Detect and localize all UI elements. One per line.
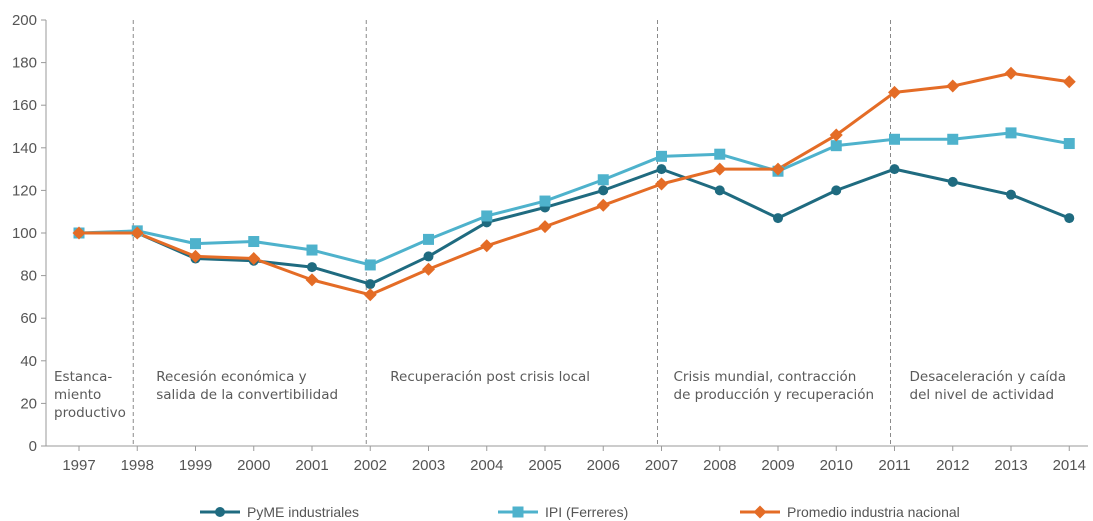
data-point [771,162,785,176]
y-tick-label: 20 [20,395,37,412]
data-point [1006,189,1016,200]
period-label: Recuperación post crisis local [390,369,590,385]
data-point [889,164,900,175]
data-point [247,252,261,266]
data-point [130,226,144,240]
period-label: miento [54,387,101,403]
x-tick-label: 2009 [761,457,794,474]
x-tick-label: 2008 [703,457,736,474]
data-point [830,140,842,152]
data-point [480,239,494,253]
data-point [189,249,202,263]
series-line [79,167,1070,286]
y-tick-label: 180 [12,55,37,72]
data-point [713,162,727,176]
data-point [363,288,377,302]
x-tick-label: 2000 [237,457,270,474]
data-point [656,150,667,162]
data-point [888,85,901,99]
data-point [773,213,783,224]
data-point [423,251,434,262]
data-point [365,279,376,290]
data-point [947,176,958,187]
x-tick-label: 1998 [121,457,154,474]
data-point [539,195,551,207]
data-point [423,233,434,245]
period-label: salida de la convertibilidad [156,387,338,403]
legend-swatch-marker [215,507,225,517]
data-point [72,226,86,240]
y-tick-label: 140 [12,140,37,157]
data-point [1062,75,1076,89]
data-point [422,262,435,276]
y-tick-label: 120 [12,182,37,199]
y-tick-label: 60 [20,310,37,327]
data-point [714,148,726,160]
data-point [889,133,900,145]
y-tick-label: 80 [20,268,37,285]
data-point [596,198,610,212]
data-point [364,259,376,271]
x-tick-label: 2005 [528,457,561,474]
x-tick-label: 2004 [470,457,503,474]
data-point [655,177,668,191]
y-tick-label: 0 [29,438,37,455]
data-point [1064,213,1075,224]
data-point [829,128,843,142]
data-point [248,236,260,248]
period-label: Crisis mundial, contracción [674,369,857,385]
data-point [307,262,317,273]
legend-label: PyME industriales [247,504,359,520]
period-label: del nivel de actividad [910,387,1055,403]
data-point [656,164,667,175]
y-tick-label: 200 [12,12,37,29]
y-tick-label: 160 [12,97,37,114]
data-point [481,210,493,222]
data-point [598,185,609,196]
x-tick-label: 2013 [994,457,1027,474]
y-tick-label: 40 [20,353,37,370]
data-point [1005,127,1017,139]
x-tick-label: 2007 [645,457,678,474]
data-point [947,133,959,145]
x-tick-label: 2012 [936,457,969,474]
data-point [190,238,201,250]
data-point [1063,138,1075,150]
x-tick-label: 2010 [820,457,853,474]
x-tick-label: 2006 [587,457,620,474]
period-label: Estanca- [54,369,112,385]
series-line [79,71,1070,297]
data-point [1004,66,1018,80]
legend-label: Promedio industria nacional [787,504,960,520]
x-tick-label: 1999 [179,457,212,474]
period-label: Recesión económica y [156,369,306,385]
series-line [78,131,1070,267]
period-label: productivo [54,405,126,421]
data-point [714,185,725,196]
x-tick-label: 2014 [1053,457,1086,474]
period-label: Desaceleración y caída [910,369,1066,385]
x-tick-label: 2001 [295,457,328,474]
data-point [831,185,842,196]
x-tick-label: 1997 [62,457,95,474]
x-tick-label: 2003 [412,457,445,474]
data-point [306,244,318,256]
y-tick-label: 100 [12,225,37,242]
data-point [305,273,319,287]
data-point [538,220,552,234]
data-point [946,79,960,93]
period-label: de producción y recuperación [674,387,875,403]
x-tick-label: 2002 [354,457,387,474]
data-point [597,174,609,186]
legend-swatch-marker [753,505,767,519]
legend-label: IPI (Ferreres) [545,504,628,520]
legend-swatch-marker [512,506,524,518]
x-tick-label: 2011 [878,457,910,474]
